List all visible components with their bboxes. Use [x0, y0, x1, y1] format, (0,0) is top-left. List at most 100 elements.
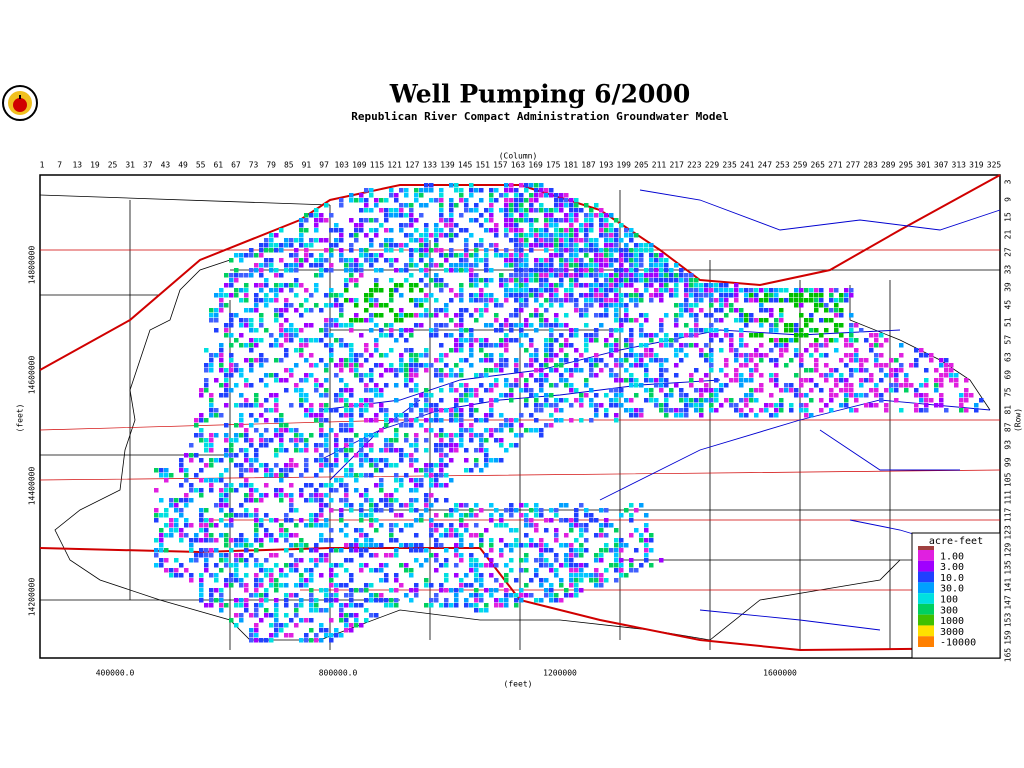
cell — [364, 233, 369, 238]
cell — [489, 433, 494, 438]
column-tick-label: 73 — [249, 161, 259, 170]
cell — [804, 403, 809, 408]
cell — [884, 388, 889, 393]
cell — [519, 503, 524, 508]
cell — [319, 338, 324, 343]
cell — [519, 228, 524, 233]
cell — [659, 558, 664, 563]
cell — [739, 363, 744, 368]
cell — [799, 328, 804, 333]
cell — [439, 533, 444, 538]
cell — [474, 603, 479, 608]
cell — [269, 573, 274, 578]
cell — [544, 193, 549, 198]
cell — [734, 308, 739, 313]
cell — [499, 438, 504, 443]
cell — [549, 303, 554, 308]
cell — [529, 508, 534, 513]
y-tick-label: 14600000 — [28, 356, 37, 395]
cell — [454, 433, 459, 438]
cell — [394, 373, 399, 378]
cell — [299, 263, 304, 268]
cell — [714, 408, 719, 413]
cell — [544, 218, 549, 223]
cell — [294, 433, 299, 438]
cell — [344, 603, 349, 608]
cell — [524, 523, 529, 528]
column-tick-label: 61 — [213, 161, 223, 170]
cell — [519, 323, 524, 328]
cell — [344, 343, 349, 348]
cell — [499, 423, 504, 428]
cell — [569, 383, 574, 388]
cell — [409, 463, 414, 468]
cell — [219, 298, 224, 303]
cell — [684, 393, 689, 398]
cell — [349, 328, 354, 333]
cell — [479, 313, 484, 318]
cell — [409, 423, 414, 428]
cell — [279, 523, 284, 528]
cell — [484, 303, 489, 308]
cell — [344, 533, 349, 538]
cell — [214, 503, 219, 508]
cell — [824, 318, 829, 323]
cell — [284, 338, 289, 343]
cell — [504, 418, 509, 423]
cell — [589, 303, 594, 308]
cell — [559, 283, 564, 288]
cell — [309, 558, 314, 563]
cell — [554, 233, 559, 238]
cell — [219, 308, 224, 313]
cell — [449, 223, 454, 228]
subtitle: Republican River Compact Administration … — [351, 110, 729, 123]
cell — [799, 408, 804, 413]
cell — [264, 443, 269, 448]
cell — [504, 263, 509, 268]
cell — [429, 478, 434, 483]
cell — [359, 363, 364, 368]
cell — [414, 483, 419, 488]
cell — [574, 588, 579, 593]
cell — [589, 513, 594, 518]
cell — [484, 453, 489, 458]
cell — [544, 228, 549, 233]
cell — [819, 293, 824, 298]
cell — [544, 278, 549, 283]
cell — [239, 298, 244, 303]
cell — [869, 373, 874, 378]
cell — [459, 358, 464, 363]
cell — [289, 493, 294, 498]
cell — [724, 328, 729, 333]
cell — [514, 368, 519, 373]
cell — [759, 358, 764, 363]
cell — [549, 263, 554, 268]
cell — [524, 183, 529, 188]
cell — [229, 573, 234, 578]
cell — [644, 283, 649, 288]
cell — [279, 533, 284, 538]
cell — [184, 478, 189, 483]
cell — [599, 403, 604, 408]
cell — [704, 288, 709, 293]
cell — [554, 223, 559, 228]
cell — [274, 338, 279, 343]
cell — [274, 293, 279, 298]
cell — [749, 293, 754, 298]
cell — [344, 358, 349, 363]
cell — [414, 313, 419, 318]
cell — [534, 573, 539, 578]
cell — [299, 543, 304, 548]
cell — [574, 398, 579, 403]
cell — [474, 578, 479, 583]
cell — [209, 483, 214, 488]
cell — [214, 433, 219, 438]
cell — [514, 263, 519, 268]
cell — [474, 503, 479, 508]
cell — [569, 593, 574, 598]
cell — [234, 598, 239, 603]
cell — [264, 528, 269, 533]
cell — [249, 318, 254, 323]
cell — [224, 273, 229, 278]
cell — [239, 273, 244, 278]
